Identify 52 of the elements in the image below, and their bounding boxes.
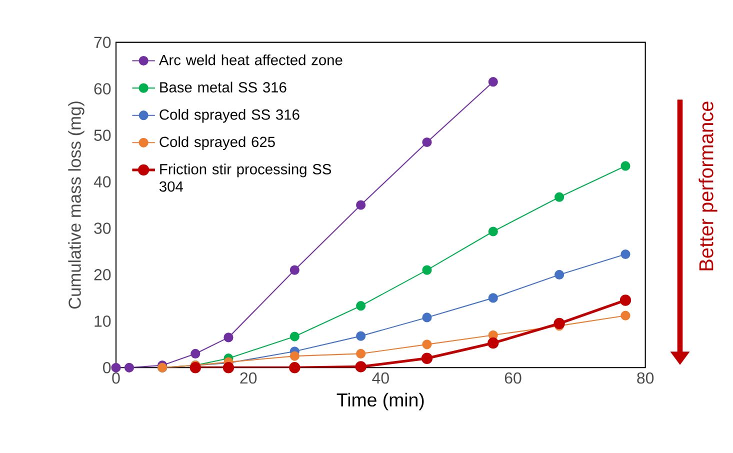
point [554,192,564,202]
y-tick-label: 70 [94,36,111,48]
point [356,200,366,210]
point [422,340,432,350]
y-tick-label: 40 [94,176,111,188]
x-tick-label: 60 [504,372,522,384]
legend-label: Cold sprayed SS 316 [160,109,300,123]
point [356,348,366,359]
point [190,362,202,374]
point [290,351,300,361]
point [554,318,565,330]
text: Better performance [698,102,718,270]
point [488,293,498,303]
point [488,77,498,87]
y-tick-label: 10 [94,316,111,327]
point [422,137,432,148]
point [222,362,234,374]
x-tick-label: 0 [112,372,120,384]
point [356,301,366,311]
x-tick-label: 20 [240,372,257,384]
point [620,310,630,320]
point [124,362,134,372]
y-tick-label: 0 [103,362,111,374]
legend-label: Base metal SS 316 [160,82,286,93]
point [289,362,300,374]
point [620,161,630,171]
y-tick-label: 30 [94,222,111,234]
point [422,265,432,275]
point [488,337,499,349]
x-tick-label: 80 [637,372,654,384]
legend-label: Arc weld heat affected zone [158,54,342,66]
point [488,226,498,236]
y-tick-label: 60 [94,83,111,94]
point [290,332,300,342]
point [554,270,564,280]
point [421,352,433,364]
x-axis-title: Time (min) [336,392,424,410]
legend-label: Cold sprayed 625 [160,136,275,150]
point [224,332,234,342]
point [620,294,632,306]
point [190,348,200,359]
y-tick-label: 50 [94,130,111,141]
x-tick-label: 40 [372,372,389,384]
point [620,249,630,260]
y-axis-title: Cumulative mass loss (mg) [68,102,84,309]
y-tick-label: 20 [94,269,111,280]
legend-label: Friction stir processing SS 304 [160,164,332,192]
point [355,361,366,372]
point [422,312,432,322]
point [290,265,300,275]
point [111,362,121,372]
point [356,331,366,341]
